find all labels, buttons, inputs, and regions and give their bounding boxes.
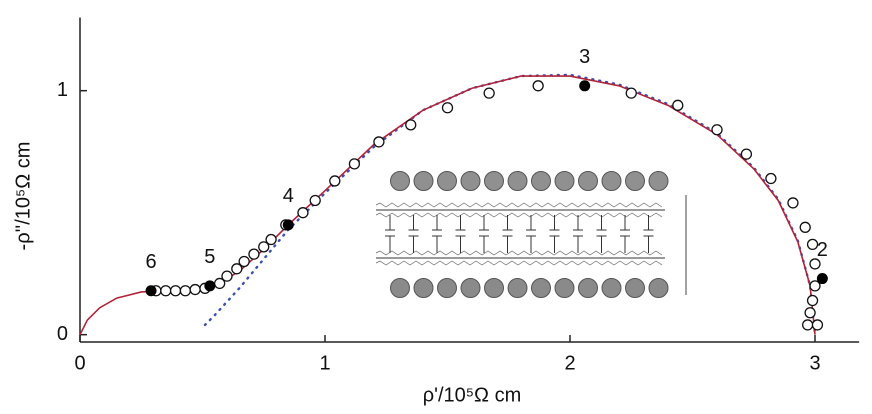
particle <box>601 278 622 298</box>
capacitor <box>643 215 654 253</box>
data-point <box>809 258 821 270</box>
data-point <box>672 99 684 111</box>
marked-point <box>816 273 828 285</box>
data-point <box>169 285 182 297</box>
x-axis-label: ρ'/10⁵Ω cm <box>423 384 521 406</box>
capacitor <box>620 215 630 253</box>
particle <box>437 171 457 191</box>
data-point <box>297 207 309 219</box>
particle <box>625 278 645 298</box>
capacitor <box>549 215 560 253</box>
particle <box>625 171 645 191</box>
data-point <box>806 294 819 307</box>
y-tick-label: 0 <box>57 323 68 345</box>
data-point <box>740 148 753 160</box>
data-point <box>787 197 799 209</box>
data-point <box>711 124 723 136</box>
data-point <box>265 233 277 246</box>
circuit-zigzag <box>375 260 663 266</box>
data-point <box>532 80 544 92</box>
inset-diagram <box>375 171 687 298</box>
particle <box>413 171 434 191</box>
data-point <box>625 87 637 99</box>
data-point <box>309 194 321 207</box>
circuit-zigzag <box>375 202 663 208</box>
particle <box>507 171 528 191</box>
point-label: 2 <box>817 239 828 261</box>
particle <box>648 171 669 191</box>
capacitor <box>385 215 395 253</box>
particle <box>390 278 410 298</box>
data-point <box>373 136 385 148</box>
data-point <box>441 102 454 114</box>
particle <box>484 278 504 298</box>
particle <box>578 278 598 298</box>
data-point <box>258 241 270 253</box>
particle <box>460 278 481 298</box>
data-point <box>231 263 243 275</box>
particle <box>531 278 551 298</box>
x-tick-label: 3 <box>809 352 820 374</box>
point-label: 4 <box>283 185 294 207</box>
capacitor <box>455 215 466 253</box>
x-tick-label: 1 <box>319 352 330 374</box>
data-point <box>329 175 341 187</box>
data-point <box>765 172 777 185</box>
x-tick-label: 2 <box>564 352 575 374</box>
point-label: 3 <box>579 46 590 68</box>
y-axis-label: -ρ''/10⁵Ω cm <box>12 142 34 251</box>
capacitor <box>596 215 607 253</box>
data-point <box>804 307 816 319</box>
particle <box>484 171 504 191</box>
data-point <box>221 270 233 282</box>
particle <box>578 171 598 191</box>
particle <box>601 171 622 191</box>
marked-point <box>579 80 591 92</box>
y-tick-label: 1 <box>57 79 68 101</box>
data-point <box>238 255 250 268</box>
data-point <box>179 285 192 297</box>
data-point <box>806 238 819 251</box>
data-point <box>348 158 361 170</box>
particle <box>413 278 434 298</box>
capacitor <box>432 215 442 253</box>
circuit-zigzag <box>375 250 663 256</box>
capacitor <box>526 215 536 253</box>
data-point <box>483 87 495 99</box>
particle <box>437 278 457 298</box>
data-point <box>811 319 824 331</box>
data-point <box>809 280 821 292</box>
particle <box>460 171 481 191</box>
particle <box>554 171 575 191</box>
particle <box>554 278 575 298</box>
data-point <box>799 221 811 233</box>
particle <box>390 171 410 191</box>
data-point <box>160 285 172 297</box>
point-label: 5 <box>204 246 215 268</box>
particle <box>531 171 551 191</box>
circuit-zigzag <box>375 212 663 218</box>
x-tick-label: 0 <box>74 352 85 374</box>
capacitor <box>408 215 419 253</box>
point-label: 6 <box>145 251 156 273</box>
capacitor <box>479 215 489 253</box>
data-point <box>802 319 814 331</box>
marked-point <box>145 285 157 297</box>
marked-point <box>282 219 294 231</box>
capacitor <box>573 215 583 253</box>
marked-point <box>204 280 216 292</box>
data-point <box>248 248 260 260</box>
capacitor <box>502 215 513 253</box>
particle <box>648 278 669 298</box>
particle <box>507 278 528 298</box>
data-point <box>189 283 201 296</box>
data-point <box>405 119 417 131</box>
